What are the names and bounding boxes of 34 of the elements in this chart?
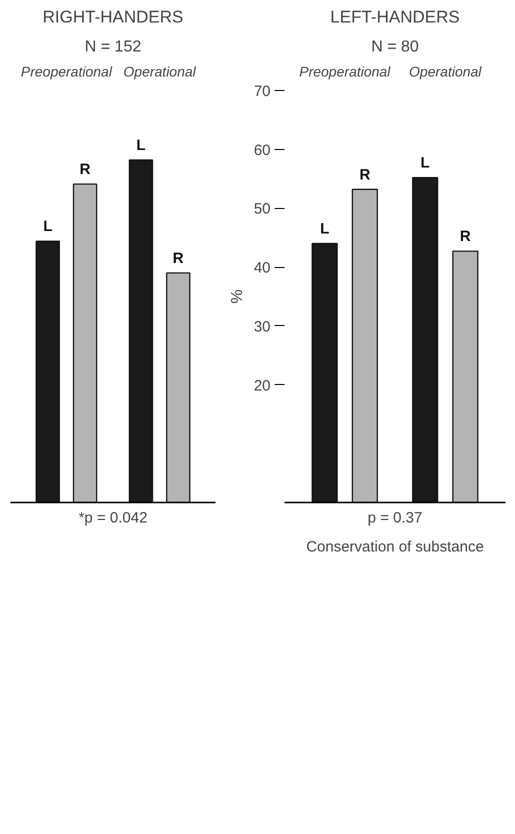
y-tick-label: 50	[254, 200, 271, 218]
y-tick-label: 30	[254, 318, 271, 336]
y-tick-label: 40	[254, 260, 271, 277]
bar	[128, 159, 154, 502]
chart-title: LEFT-HANDERS	[330, 8, 460, 26]
bar	[412, 177, 438, 502]
bar	[352, 188, 378, 502]
bar	[452, 250, 478, 502]
x-tick-label: Operational	[123, 64, 197, 80]
series-label: R	[80, 161, 91, 178]
text: R	[172, 250, 184, 267]
bar	[36, 240, 60, 502]
chart-subtitle: N = 80	[371, 38, 419, 56]
series-label: L	[43, 218, 52, 236]
series-label: R	[359, 166, 370, 184]
series-label: L	[320, 220, 330, 238]
chart-subtitle: N = 152	[84, 38, 142, 56]
chart-title: RIGHT-HANDERS	[42, 8, 184, 26]
y-axis-title: %	[228, 289, 246, 304]
bar	[166, 272, 190, 502]
bar	[312, 242, 338, 502]
x-tick-label: Preoperational	[299, 64, 392, 80]
text: *p = 0.042	[78, 510, 148, 526]
text: p = 0.37	[368, 510, 422, 526]
x-tick-label: Operational	[409, 64, 482, 80]
y-tick-label: 20	[254, 377, 271, 394]
text: L	[136, 136, 146, 154]
bar	[72, 183, 98, 502]
y-tick-label: 70	[254, 83, 271, 100]
text: L	[420, 154, 430, 172]
y-tick-label: 60	[254, 142, 271, 159]
text: Conservation of substance	[306, 538, 484, 556]
x-tick-label: Preoperational	[20, 64, 113, 80]
text: R	[460, 228, 471, 246]
